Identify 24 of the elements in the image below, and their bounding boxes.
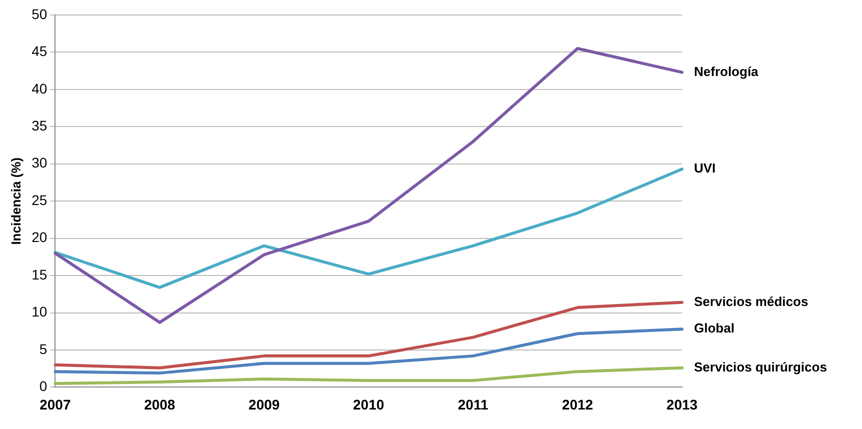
x-tick-label: 2012 — [562, 396, 594, 412]
y-tick-label: 20 — [32, 229, 48, 246]
y-tick-label: 45 — [32, 43, 48, 60]
series-label: Global — [694, 320, 734, 336]
y-axis-title: Incidencia (%) — [8, 157, 24, 245]
x-tick-label: 2013 — [666, 396, 698, 412]
x-tick-label: 2009 — [248, 396, 280, 412]
x-tick-label: 2007 — [40, 396, 71, 412]
x-tick-label: 2008 — [144, 396, 176, 412]
y-tick-label: 50 — [32, 6, 48, 22]
y-tick-label: 30 — [32, 154, 48, 171]
series-label: Servicios quirúrgicos — [694, 359, 827, 374]
series-label: Servicios médicos — [694, 294, 808, 309]
series-label: UVI — [694, 160, 716, 176]
y-tick-label: 10 — [32, 304, 48, 320]
y-tick-label: 35 — [32, 118, 48, 134]
y-tick-label: 0 — [39, 378, 48, 394]
y-tick-label: 5 — [39, 340, 48, 357]
x-tick-label: 2010 — [353, 396, 384, 412]
y-tick-label: 15 — [32, 266, 48, 282]
x-tick-label: 2011 — [458, 396, 488, 412]
y-tick-label: 25 — [32, 192, 48, 208]
y-tick-label: 40 — [32, 80, 48, 96]
series-label: Nefrología — [694, 64, 760, 79]
